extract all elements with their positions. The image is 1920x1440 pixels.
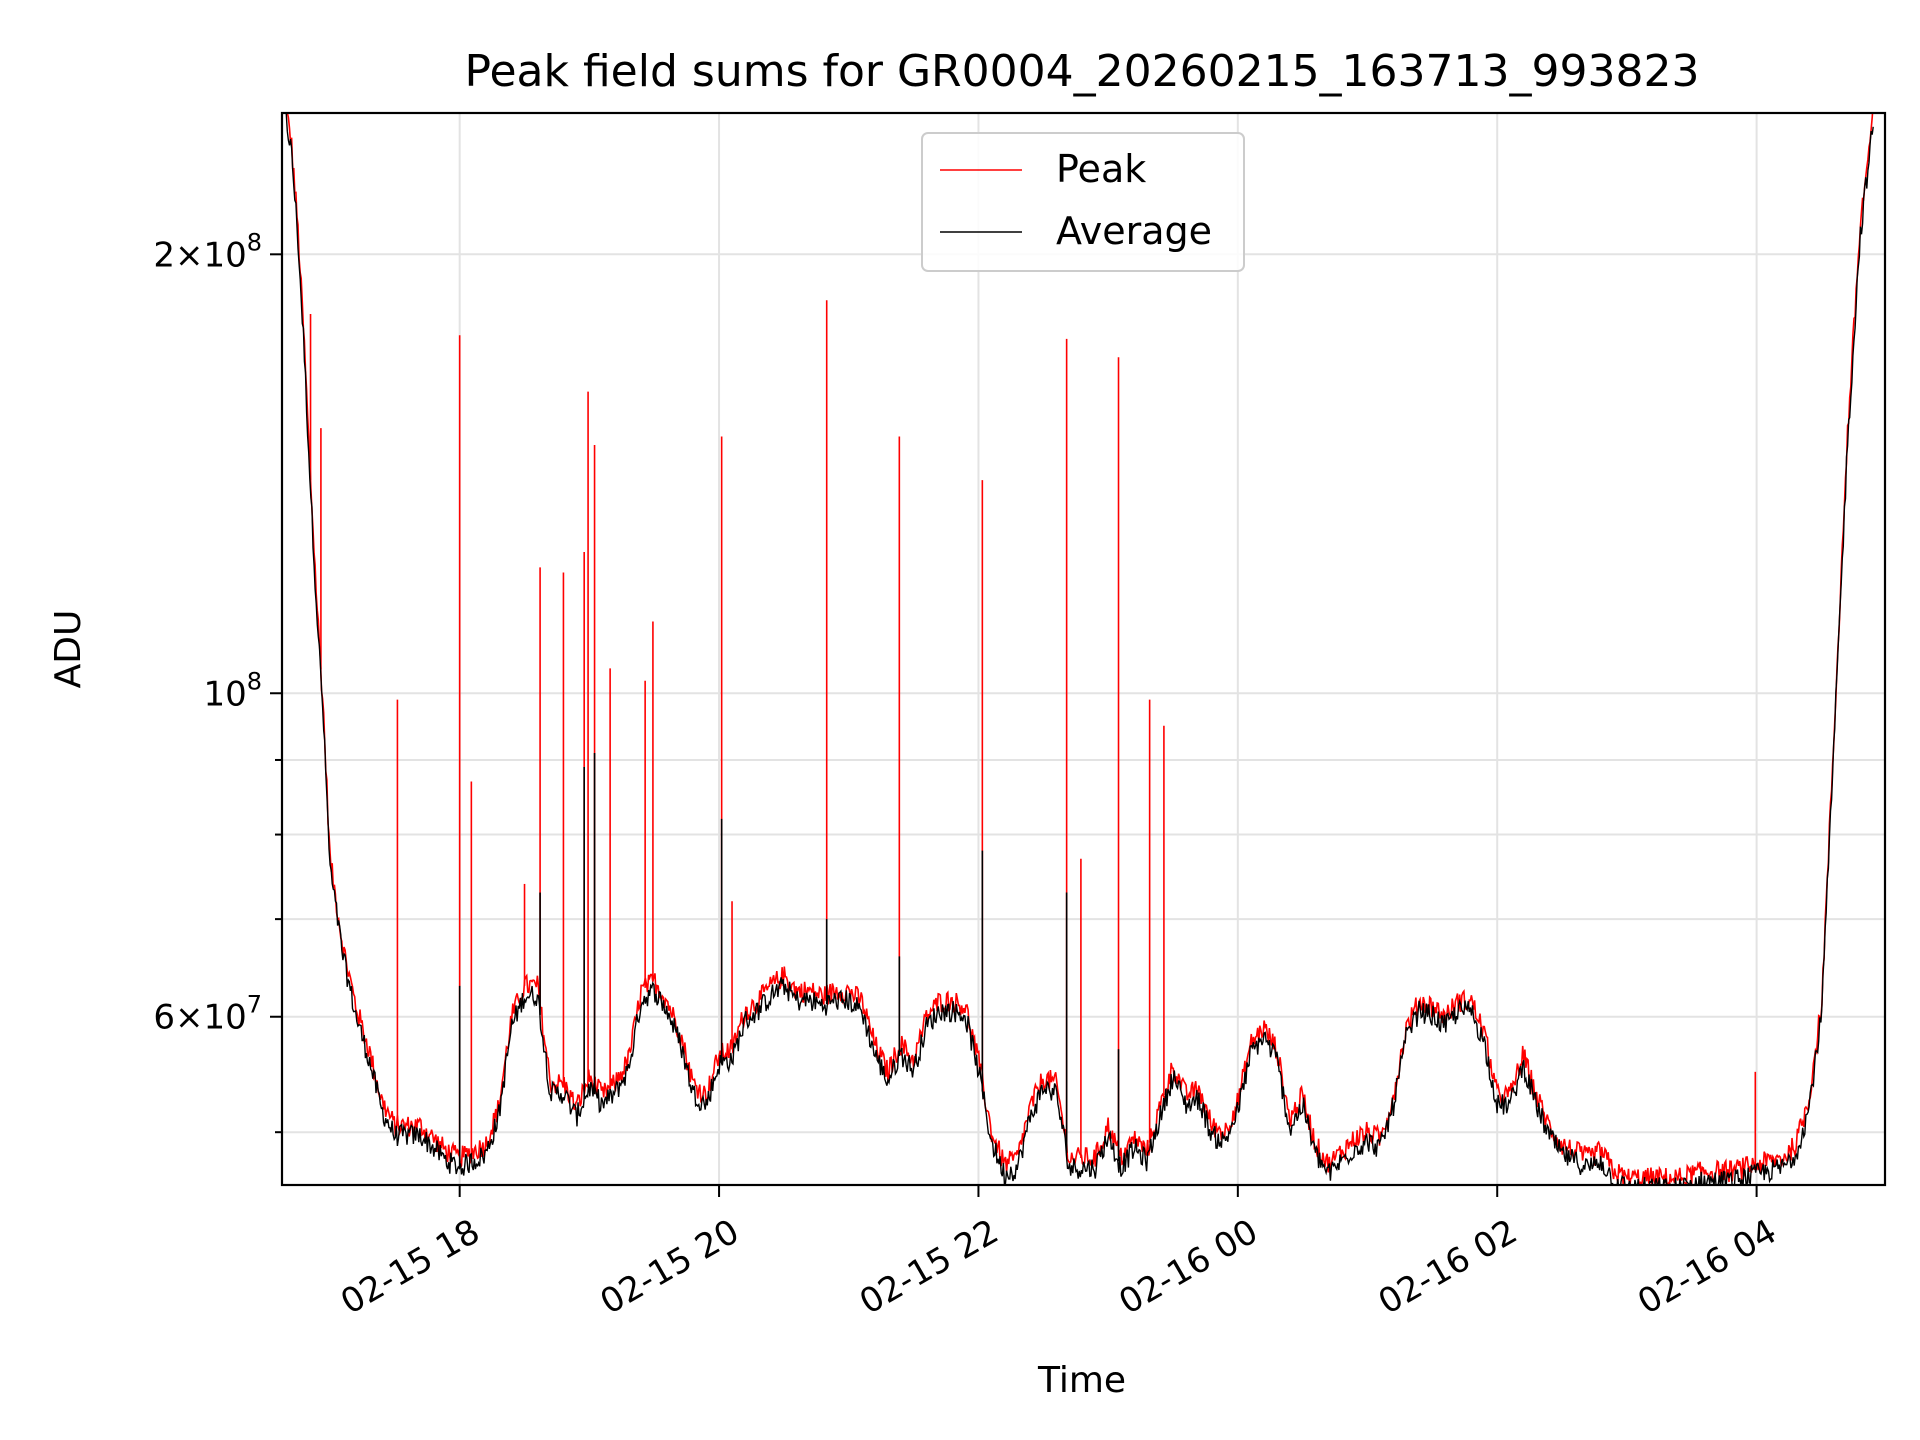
y-tick-label: 2×108 <box>153 228 262 275</box>
legend: Peak Average <box>921 132 1245 272</box>
grid <box>282 113 1885 1185</box>
y-tick-label: 108 <box>203 667 262 714</box>
chart-title: Peak field sums for GR0004_20260215_1637… <box>465 46 1700 97</box>
legend-average-label: Average <box>1056 209 1212 253</box>
x-axis-label: Time <box>1037 1360 1126 1401</box>
plot-frame <box>280 111 1887 1187</box>
series-peak-line <box>284 113 1874 1185</box>
legend-peak-label: Peak <box>1056 147 1146 191</box>
y-axis: 6×107 108 2×108 <box>153 228 282 1134</box>
series-average-line <box>285 113 1874 1185</box>
y-axis-label: ADU <box>48 610 89 689</box>
legend-box <box>921 132 1245 272</box>
plot-series <box>284 113 1874 1185</box>
y-tick-label: 6×107 <box>153 991 262 1038</box>
